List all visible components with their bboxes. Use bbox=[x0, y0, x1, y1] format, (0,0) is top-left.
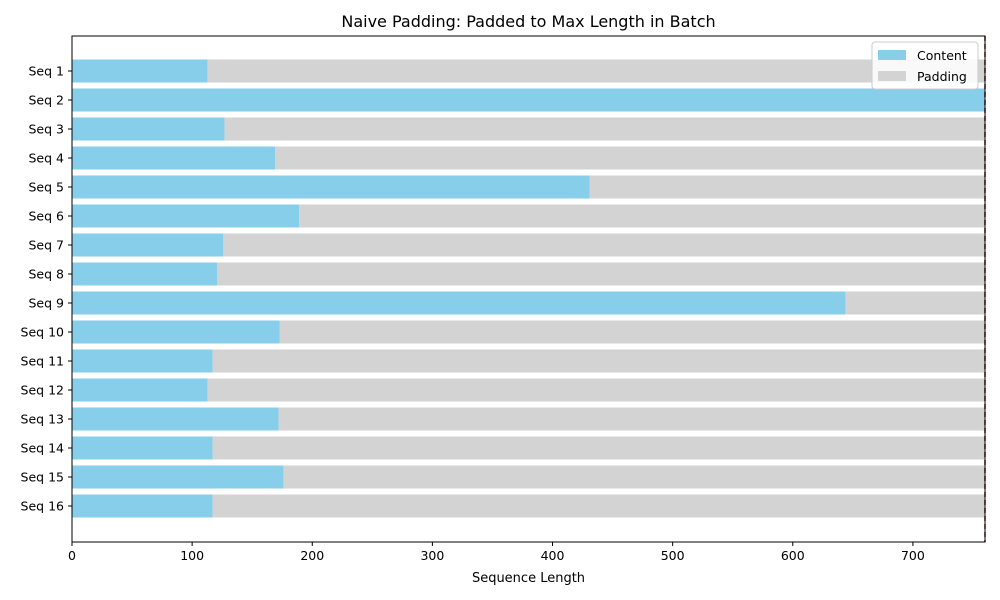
bar-content-9 bbox=[72, 291, 846, 315]
plot-area: Seq 1 Seq 2 Seq 3 Seq 4 Seq 5 Seq 6 Seq 7 Seq 8… bbox=[21, 35, 986, 563]
y-tick-label-10: Seq 10 bbox=[21, 325, 64, 340]
x-tick-label-600: 600 bbox=[781, 548, 805, 563]
bar-content-5 bbox=[72, 175, 590, 199]
bar-padding-13 bbox=[278, 407, 985, 431]
y-tick-label-8: Seq 8 bbox=[29, 267, 65, 282]
bar-padding-15 bbox=[283, 465, 985, 489]
legend-label-padding: Padding bbox=[917, 69, 967, 84]
bar-padding-4 bbox=[275, 146, 986, 170]
bar-content-3 bbox=[72, 117, 225, 141]
x-tick-label-200: 200 bbox=[300, 548, 324, 563]
bar-content-8 bbox=[72, 262, 218, 286]
x-axis-label: Sequence Length bbox=[472, 571, 585, 586]
y-tick-label-7: Seq 7 bbox=[29, 238, 65, 253]
bar-content-13 bbox=[72, 407, 279, 431]
bar-content-15 bbox=[72, 465, 284, 489]
y-tick-label-14: Seq 14 bbox=[21, 441, 64, 456]
bar-padding-1 bbox=[207, 59, 986, 83]
legend-swatch-padding bbox=[878, 71, 906, 81]
bar-padding-10 bbox=[279, 320, 985, 344]
bar-content-11 bbox=[72, 349, 213, 373]
bar-content-7 bbox=[72, 233, 224, 257]
x-tick-label-300: 300 bbox=[420, 548, 444, 563]
y-tick-label-13: Seq 13 bbox=[21, 412, 64, 427]
y-tick-label-6: Seq 6 bbox=[29, 209, 65, 224]
legend-swatch-content bbox=[878, 50, 906, 60]
x-tick-label-0: 0 bbox=[68, 548, 76, 563]
y-tick-label-5: Seq 5 bbox=[29, 180, 65, 195]
bar-padding-11 bbox=[212, 349, 985, 373]
bar-padding-12 bbox=[207, 378, 986, 402]
legend-label-content: Content bbox=[917, 48, 967, 63]
y-tick-label-11: Seq 11 bbox=[21, 354, 64, 369]
x-tick-label-700: 700 bbox=[901, 548, 925, 563]
bar-content-1 bbox=[72, 59, 208, 83]
y-tick-label-1: Seq 1 bbox=[29, 64, 65, 79]
bar-content-16 bbox=[72, 494, 213, 518]
bar-content-14 bbox=[72, 436, 213, 460]
y-tick-label-12: Seq 12 bbox=[21, 383, 64, 398]
bar-padding-7 bbox=[223, 233, 985, 257]
x-tick-label-100: 100 bbox=[180, 548, 204, 563]
chart-title: Naive Padding: Padded to Max Length in B… bbox=[341, 12, 715, 31]
bar-content-12 bbox=[72, 378, 208, 402]
bar-padding-9 bbox=[845, 291, 985, 315]
bar-content-4 bbox=[72, 146, 276, 170]
axes-frame bbox=[71, 35, 986, 543]
bar-content-6 bbox=[72, 204, 300, 228]
bar-padding-8 bbox=[217, 262, 986, 286]
bar-padding-16 bbox=[212, 494, 985, 518]
y-tick-label-16: Seq 16 bbox=[21, 499, 64, 514]
y-tick-label-4: Seq 4 bbox=[29, 151, 65, 166]
bar-content-2 bbox=[72, 88, 985, 112]
bar-content-10 bbox=[72, 320, 280, 344]
bar-padding-5 bbox=[589, 175, 985, 199]
y-tick-label-15: Seq 15 bbox=[21, 470, 64, 485]
x-tick-label-400: 400 bbox=[541, 548, 565, 563]
x-tick-label-500: 500 bbox=[661, 548, 685, 563]
bar-padding-6 bbox=[299, 204, 985, 228]
y-tick-label-3: Seq 3 bbox=[29, 122, 65, 137]
bar-padding-14 bbox=[212, 436, 985, 460]
y-tick-label-9: Seq 9 bbox=[29, 296, 65, 311]
y-tick-label-2: Seq 2 bbox=[29, 93, 65, 108]
bar-padding-3 bbox=[224, 117, 985, 141]
